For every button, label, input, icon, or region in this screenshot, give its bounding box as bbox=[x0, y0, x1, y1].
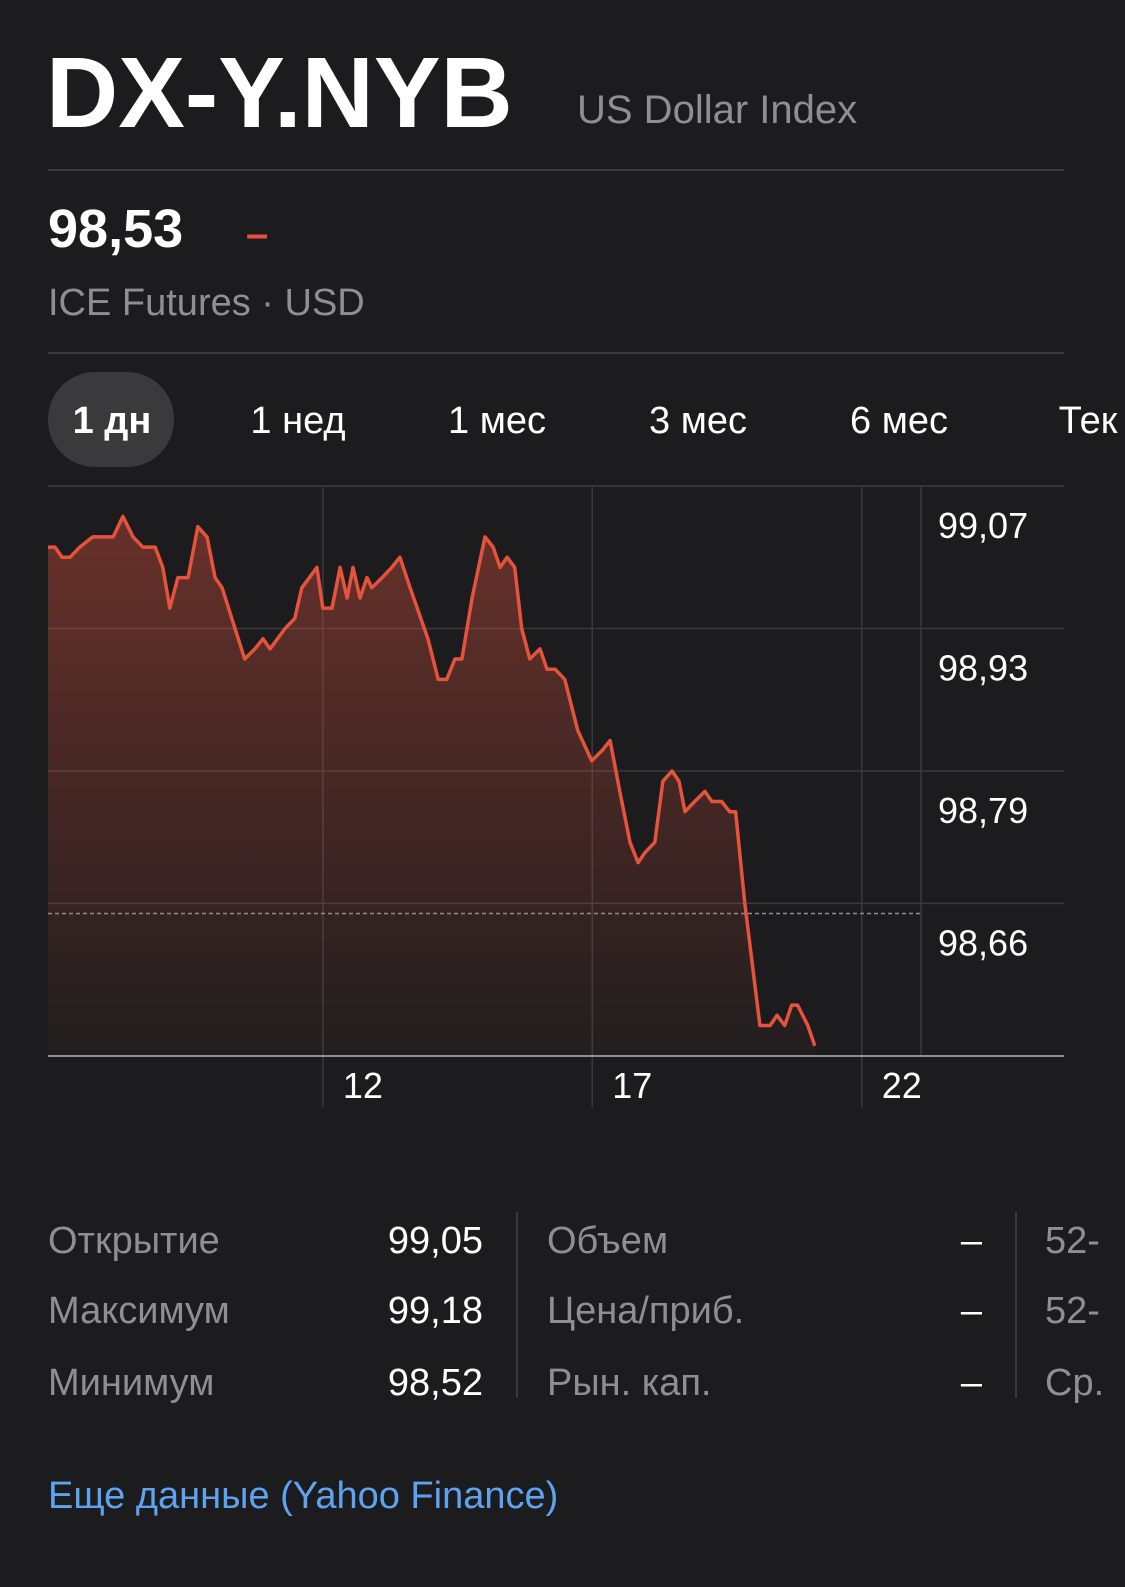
range-button[interactable]: 1 нед bbox=[250, 400, 345, 442]
stat-label: 52- bbox=[1045, 1290, 1100, 1332]
stat-label: Ср. bbox=[1045, 1362, 1104, 1404]
index-name: US Dollar Index bbox=[577, 88, 857, 132]
range-button[interactable]: 6 мес bbox=[850, 400, 948, 442]
stat-value: – bbox=[961, 1290, 983, 1332]
area bbox=[48, 516, 815, 1056]
stat-value: 99,05 bbox=[388, 1220, 483, 1262]
stat-value: 99,18 bbox=[388, 1290, 483, 1332]
exchange: ICE Futures · USD bbox=[48, 282, 365, 324]
y-tick-label: 98,79 bbox=[938, 790, 1028, 831]
range-button[interactable]: 3 мес bbox=[649, 400, 747, 442]
stat-value: – bbox=[961, 1362, 983, 1404]
stat-label: Цена/приб. bbox=[547, 1290, 744, 1332]
stat-label: 52- bbox=[1045, 1220, 1100, 1262]
price-line bbox=[48, 514, 817, 1047]
stat-value: – bbox=[961, 1220, 983, 1262]
range-button[interactable]: 1 мес bbox=[448, 400, 546, 442]
x-tick-label: 12 bbox=[343, 1065, 383, 1106]
y-tick-label: 98,66 bbox=[938, 922, 1028, 963]
stat-label: Открытие bbox=[48, 1220, 220, 1262]
more-data-link[interactable]: Еще данные (Yahoo Finance) bbox=[48, 1475, 558, 1517]
x-tick-label: 17 bbox=[612, 1065, 652, 1106]
change: – bbox=[246, 212, 268, 256]
stat-label: Рын. кап. bbox=[547, 1362, 712, 1404]
y-tick-label: 99,07 bbox=[938, 505, 1028, 546]
x-tick-label: 22 bbox=[882, 1065, 922, 1106]
range-button[interactable]: 1 дн bbox=[73, 400, 152, 442]
stat-label: Объем bbox=[547, 1220, 668, 1262]
stat-label: Максимум bbox=[48, 1290, 230, 1332]
stat-label: Минимум bbox=[48, 1362, 214, 1404]
symbol: DX-Y.NYB bbox=[46, 37, 513, 149]
range-button[interactable]: Тек bbox=[1059, 400, 1118, 442]
price: 98,53 bbox=[48, 199, 183, 259]
stat-value: 98,52 bbox=[388, 1362, 483, 1404]
y-tick-label: 98,93 bbox=[938, 648, 1028, 689]
range-selected-pill bbox=[48, 372, 174, 467]
